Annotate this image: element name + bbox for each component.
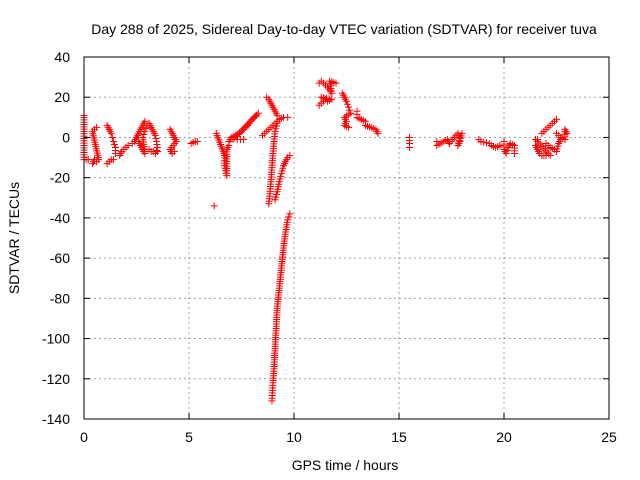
data-point	[152, 134, 160, 142]
data-point	[139, 133, 147, 141]
data-point	[152, 147, 160, 155]
grid-lines	[84, 57, 609, 419]
data-point	[458, 129, 466, 137]
data-point	[502, 150, 510, 158]
y-tick-label: -20	[50, 170, 70, 186]
data-point	[332, 79, 340, 87]
data-point	[546, 152, 554, 160]
data-point	[110, 140, 118, 148]
y-tick-label: -140	[42, 411, 70, 427]
data-point	[273, 119, 281, 127]
data-point	[107, 129, 115, 137]
y-tick-label: 20	[54, 89, 70, 105]
data-point	[170, 148, 178, 156]
data-points	[80, 77, 571, 405]
data-point	[286, 152, 294, 160]
y-tick-label: -120	[42, 371, 70, 387]
data-point	[109, 137, 117, 145]
data-point	[243, 121, 251, 129]
data-point	[543, 148, 551, 156]
data-point	[141, 117, 149, 125]
data-point	[251, 113, 259, 121]
data-point	[93, 123, 101, 131]
data-point	[140, 130, 148, 138]
x-axis-ticks: 0 5 10 15 20 25	[80, 57, 617, 445]
data-point	[193, 137, 201, 145]
data-point	[553, 115, 560, 123]
y-tick-label: -80	[50, 290, 70, 306]
data-point	[210, 202, 218, 210]
data-point	[153, 140, 161, 148]
data-point	[254, 109, 262, 117]
data-point	[124, 141, 132, 149]
data-point	[285, 213, 293, 221]
data-point	[536, 141, 544, 149]
data-point	[345, 123, 353, 131]
y-axis-ticks: 40 20 0 -20 -40 -60 -80 -100 -120 -140	[42, 49, 609, 427]
data-point	[344, 100, 352, 108]
data-point	[234, 131, 242, 139]
data-point	[248, 116, 256, 124]
data-point	[250, 114, 258, 122]
data-point	[322, 95, 329, 103]
data-point	[511, 150, 518, 158]
data-point	[237, 127, 245, 135]
data-point	[496, 141, 504, 149]
data-point	[273, 111, 281, 119]
data-point	[141, 127, 149, 135]
data-point	[535, 139, 543, 147]
data-point	[374, 129, 382, 137]
y-tick-label: -60	[50, 250, 70, 266]
x-tick-label: 10	[286, 429, 302, 445]
data-point	[152, 137, 160, 145]
data-point	[142, 124, 150, 132]
data-point	[151, 131, 159, 139]
y-tick-label: 0	[62, 129, 70, 145]
data-point	[343, 97, 350, 105]
x-tick-label: 25	[601, 429, 617, 445]
data-point	[286, 210, 294, 218]
y-tick-label: -100	[42, 331, 70, 347]
data-point	[108, 133, 116, 141]
data-point	[538, 143, 546, 151]
data-point	[534, 135, 542, 143]
data-point	[545, 150, 553, 158]
data-point	[563, 129, 571, 137]
data-point	[503, 147, 511, 155]
data-point	[240, 124, 248, 132]
data-point	[232, 132, 240, 140]
x-tick-label: 5	[185, 429, 193, 445]
data-point	[541, 146, 549, 154]
data-point	[154, 148, 161, 156]
data-point	[242, 122, 250, 130]
data-point	[109, 156, 117, 164]
data-point	[406, 144, 413, 151]
chart-title: Day 288 of 2025, Sidereal Day-to-day VTE…	[91, 21, 597, 37]
x-tick-label: 20	[496, 429, 512, 445]
data-point	[235, 129, 243, 137]
data-point	[540, 144, 548, 152]
data-point	[284, 216, 292, 224]
y-tick-label: 40	[54, 49, 70, 65]
data-point	[246, 117, 254, 125]
data-point	[284, 113, 292, 121]
data-point	[346, 106, 354, 114]
y-axis-label: SDTVAR / TECUs	[6, 182, 22, 294]
data-point	[253, 111, 261, 119]
data-point	[245, 119, 253, 127]
x-tick-label: 0	[80, 429, 88, 445]
x-axis-label: GPS time / hours	[292, 457, 399, 473]
data-point	[345, 103, 353, 111]
data-point	[84, 156, 92, 164]
x-tick-label: 15	[391, 429, 407, 445]
y-tick-label: -40	[50, 210, 70, 226]
data-point	[239, 126, 247, 134]
plot-frame	[83, 56, 610, 420]
data-point	[240, 135, 248, 143]
